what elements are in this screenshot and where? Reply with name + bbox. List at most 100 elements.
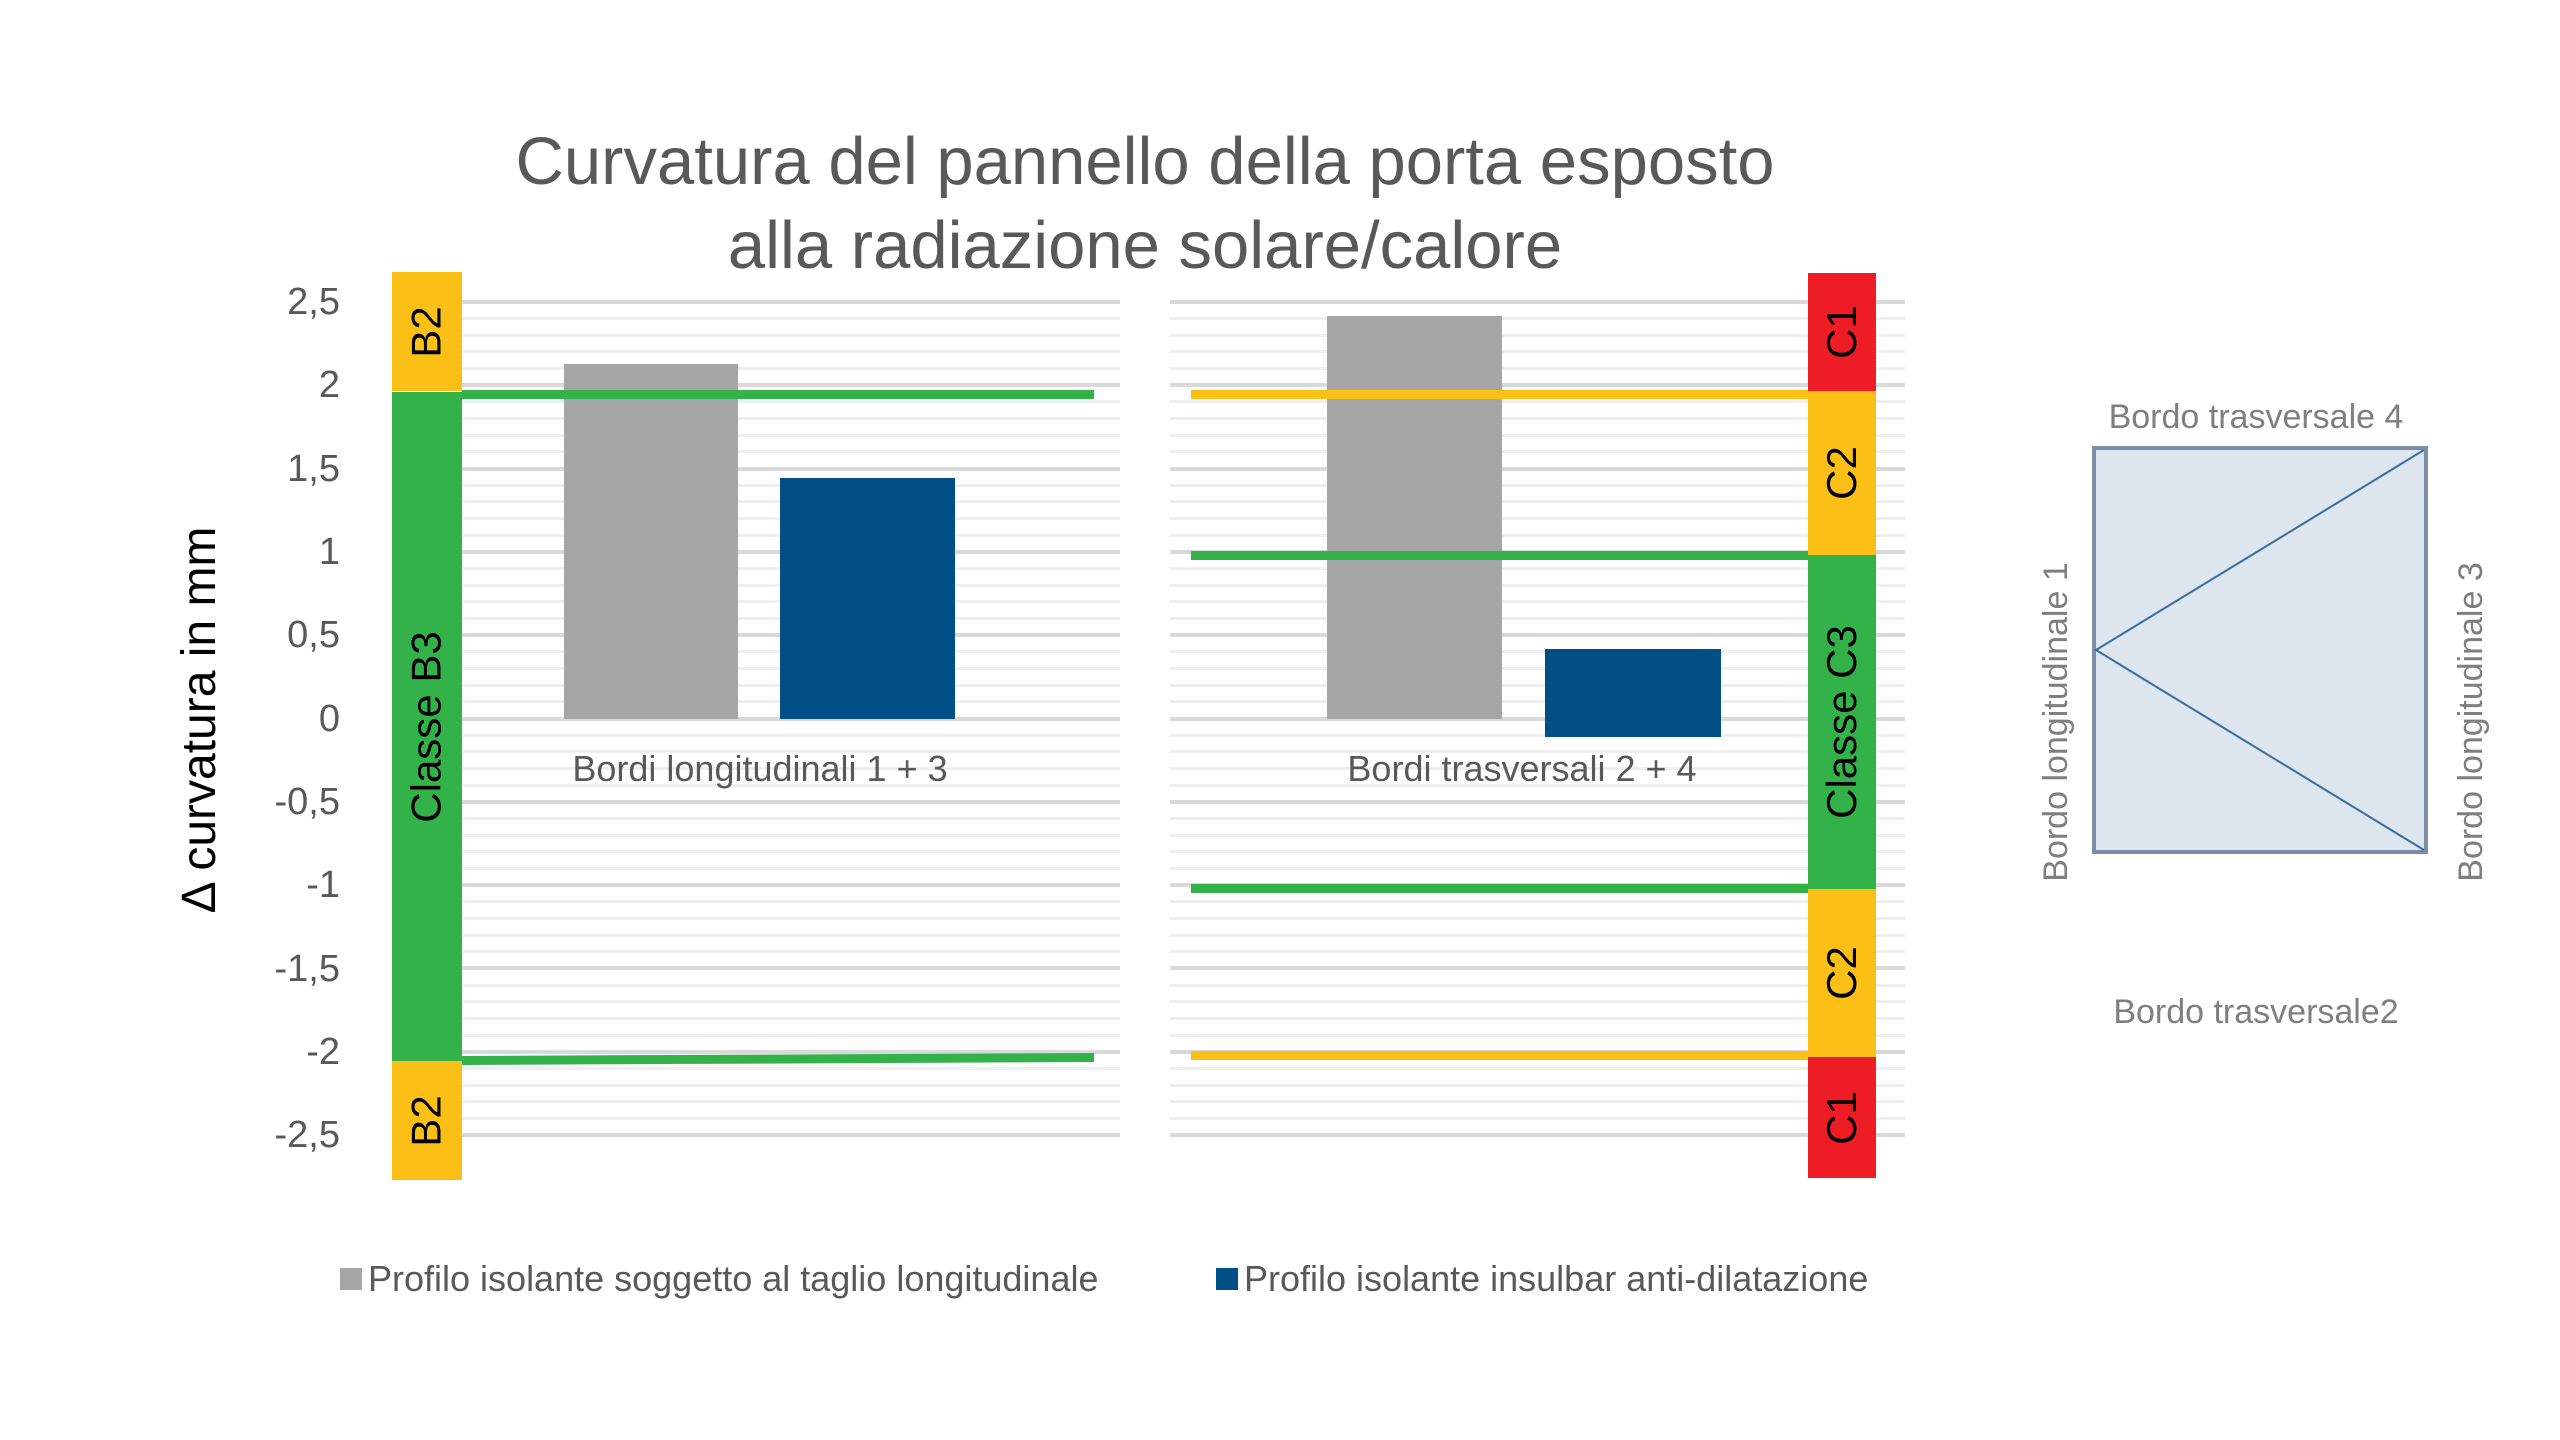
gridline-minor <box>395 667 1120 671</box>
gridline-minor <box>395 1066 1120 1070</box>
gridline-minor <box>395 1033 1120 1037</box>
gridline-major <box>1170 716 1905 721</box>
y-tick: -2,5 <box>274 1114 340 1156</box>
gridline-major <box>395 466 1120 471</box>
threshold-line-upper-left <box>462 390 1094 399</box>
gridline-minor <box>1170 1083 1905 1087</box>
bar-blue-longitudinal <box>780 478 955 719</box>
gridline-minor <box>395 750 1120 754</box>
gridline-major <box>395 966 1120 971</box>
gridline-minor <box>395 933 1120 937</box>
gridline-major <box>1170 466 1905 471</box>
class-label: C1 <box>1817 1090 1865 1145</box>
gridline-minor <box>395 700 1120 704</box>
legend-item-gray: Profilo isolante soggetto al taglio long… <box>340 1258 1099 1300</box>
gridline-minor <box>395 317 1120 321</box>
class-band-b3: Classe B3 <box>392 392 462 1061</box>
gridline-minor <box>395 350 1120 354</box>
gridline-minor <box>1170 900 1905 904</box>
gridline-minor <box>395 433 1120 437</box>
gridline-major <box>395 799 1120 804</box>
gridline-minor <box>1170 1066 1905 1070</box>
gridline-major <box>395 883 1120 888</box>
diagram-label-left: Bordo longitudinale 1 <box>2037 562 2075 882</box>
gridline-major <box>395 716 1120 721</box>
legend-swatch-blue-icon <box>1216 1268 1238 1290</box>
threshold-line-c3-lower <box>1191 884 1808 893</box>
threshold-line-c1-upper <box>1191 390 1808 399</box>
gridline-minor <box>1170 1116 1905 1120</box>
gridline-minor <box>395 650 1120 654</box>
gridline-minor <box>1170 866 1905 870</box>
gridline-minor <box>1170 816 1905 820</box>
gridline-minor <box>1170 700 1905 704</box>
gridline-minor <box>1170 333 1905 337</box>
class-band-c3: Classe C3 <box>1808 555 1876 889</box>
gridline-minor <box>395 600 1120 604</box>
gridline-minor <box>395 850 1120 854</box>
legend-label: Profilo isolante soggetto al taglio long… <box>368 1258 1099 1299</box>
gridline-minor <box>395 816 1120 820</box>
gridline-minor <box>1170 1100 1905 1104</box>
diagram-label-right: Bordo longitudinale 3 <box>2452 562 2490 882</box>
y-tick: 0 <box>318 698 340 740</box>
gridline-minor <box>395 683 1120 687</box>
y-tick: 2,5 <box>287 281 340 323</box>
gridline-minor <box>395 1083 1120 1087</box>
threshold-line-lower-left <box>462 1053 1094 1065</box>
legend-label: Profilo isolante insulbar anti-dilatazio… <box>1244 1258 1869 1299</box>
class-band-c1-top: C1 <box>1808 273 1876 391</box>
class-band-c2-upper: C2 <box>1808 391 1876 555</box>
gridline-minor <box>395 1100 1120 1104</box>
gridline-minor <box>1170 650 1905 654</box>
gridline-minor <box>395 617 1120 621</box>
gridline-minor <box>1170 400 1905 404</box>
gridline-minor <box>395 367 1120 371</box>
gridline-major <box>395 383 1120 388</box>
class-band-c2-lower: C2 <box>1808 889 1876 1057</box>
gridline-minor <box>1170 533 1905 537</box>
gridline-minor <box>1170 600 1905 604</box>
gridline-minor <box>395 783 1120 787</box>
gridline-minor <box>395 766 1120 770</box>
bar-gray-longitudinal <box>564 364 738 719</box>
y-tick: 1,5 <box>287 448 340 490</box>
class-label: C2 <box>1817 446 1865 500</box>
legend-swatch-gray-icon <box>340 1268 362 1290</box>
gridline-minor <box>1170 450 1905 454</box>
gridline-minor <box>395 517 1120 521</box>
gridline-minor <box>1170 1000 1905 1004</box>
y-tick: -1 <box>306 864 340 906</box>
gridline-minor <box>1170 850 1905 854</box>
gridline-minor <box>395 733 1120 737</box>
gridline-minor <box>1170 933 1905 937</box>
class-label: Classe B3 <box>403 630 451 823</box>
gridline-major <box>1170 383 1905 388</box>
plot-area-left <box>395 0 1120 1440</box>
gridline-minor <box>395 450 1120 454</box>
legend-item-blue: Profilo isolante insulbar anti-dilatazio… <box>1216 1258 1868 1300</box>
gridline-minor <box>1170 950 1905 954</box>
gridline-minor <box>395 916 1120 920</box>
gridline-minor <box>395 583 1120 587</box>
gridline-minor <box>1170 983 1905 987</box>
bar-gray-transversal <box>1327 316 1502 719</box>
door-panel-diagram <box>2092 446 2428 854</box>
class-band-b2-bottom: B2 <box>392 1061 462 1180</box>
gridline-minor <box>1170 433 1905 437</box>
threshold-line-c3-upper <box>1191 551 1808 560</box>
gridline-major <box>395 549 1120 554</box>
chart-title-line-2: alla radiazione solare/calore <box>727 208 1563 283</box>
chart-title-line-1: Curvatura del pannello della porta espos… <box>515 124 1775 199</box>
gridline-major <box>395 300 1120 304</box>
class-band-c1-bottom: C1 <box>1808 1057 1876 1178</box>
gridline-minor <box>1170 517 1905 521</box>
category-label-longitudinal: Bordi longitudinali 1 + 3 <box>572 748 948 789</box>
plot-area-right <box>1170 0 1905 1440</box>
gridline-minor <box>395 500 1120 504</box>
gridline-minor <box>395 833 1120 837</box>
y-tick: -1,5 <box>274 948 340 990</box>
gridline-minor <box>1170 500 1905 504</box>
y-tick: 0,5 <box>287 614 340 656</box>
gridline-minor <box>1170 483 1905 487</box>
